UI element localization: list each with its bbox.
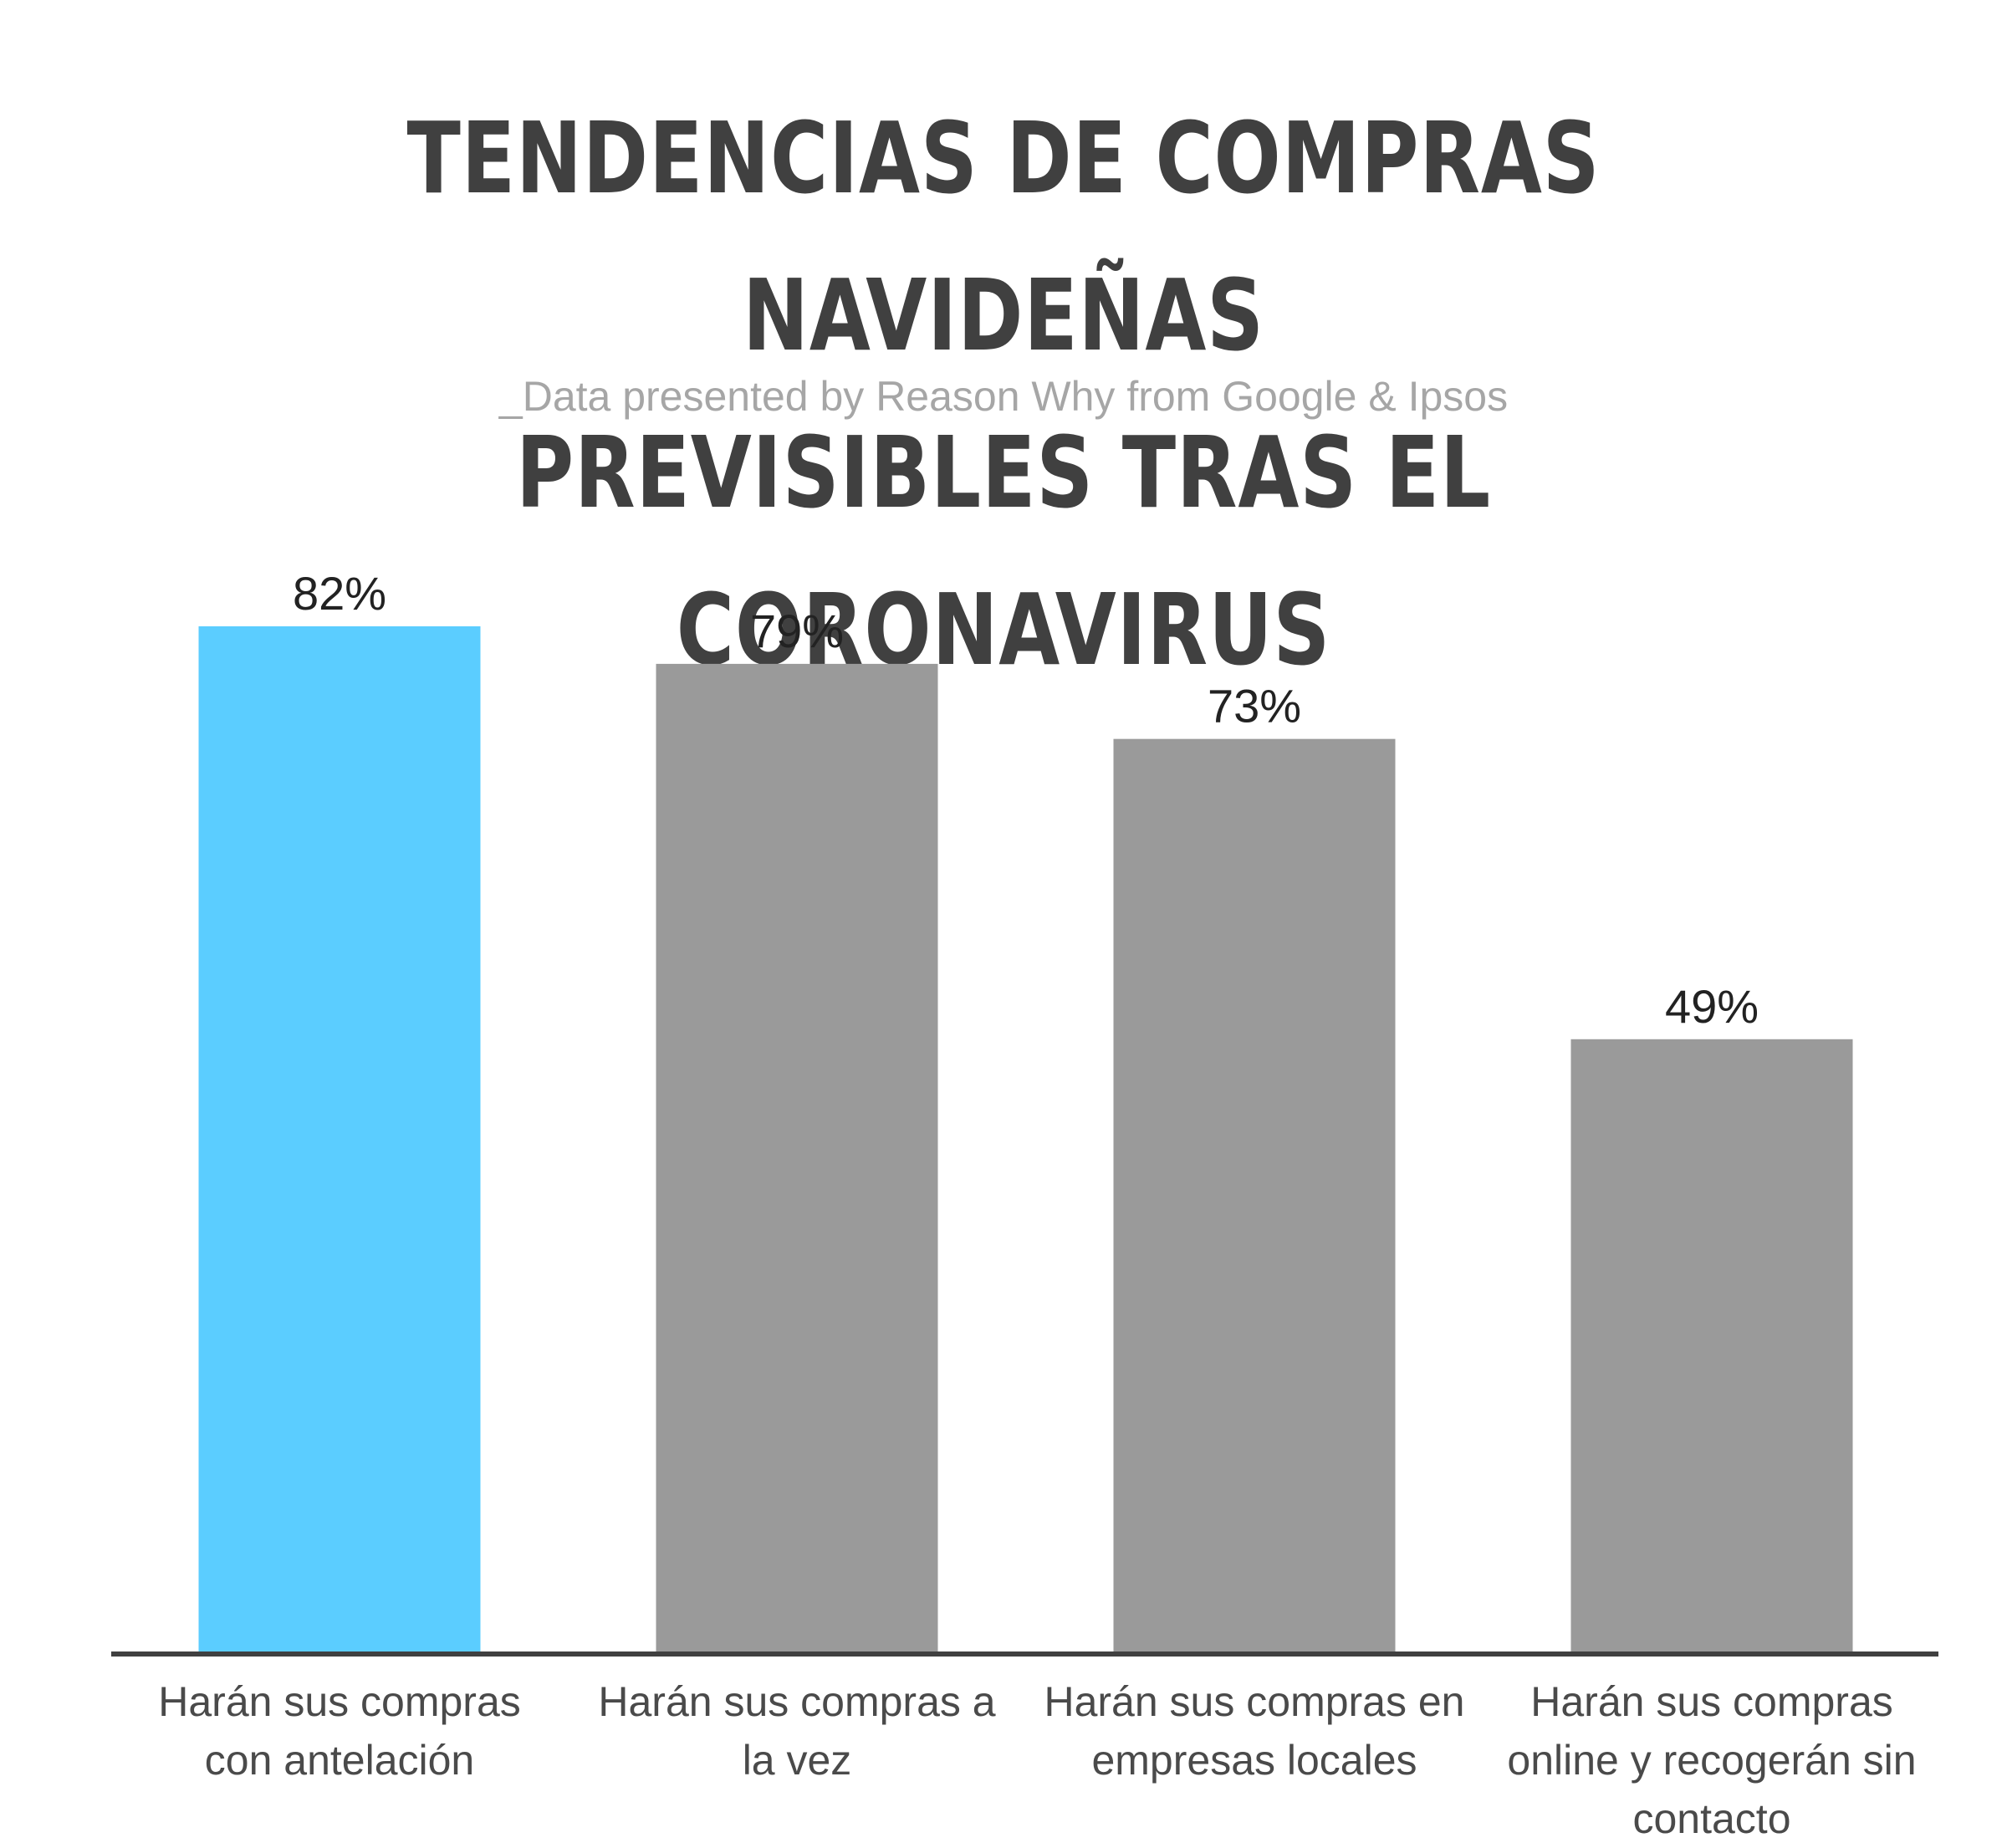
bar-value-label-4: 49% [1665,980,1759,1033]
bar-1 [198,626,481,1652]
chart-title-line-1: TENDENCIAS DE COMPRAS NAVIDEÑAS [406,100,1601,373]
chart-title: TENDENCIAS DE COMPRAS NAVIDEÑAS PREVISIB… [201,79,1806,708]
bar-value-label-1: 82% [293,567,386,620]
x-tick-label-1: Harán sus compras con antelación [158,1678,521,1784]
chart-subtitle: _Data presented by Reason Why from Googl… [498,373,1509,420]
bar-2 [656,663,938,1652]
bar-value-label-2: 79% [750,605,844,657]
x-tick-label-2: Harán sus compras a la vez [598,1678,996,1784]
x-tick-label-4: Harán sus compras online y recogerán sin… [1507,1678,1917,1842]
bar-4 [1570,1039,1853,1652]
x-tick-label-3: Harán sus compras en empresas locales [1044,1678,1465,1784]
bar-3 [1113,738,1396,1653]
bar-value-label-3: 73% [1208,680,1301,733]
